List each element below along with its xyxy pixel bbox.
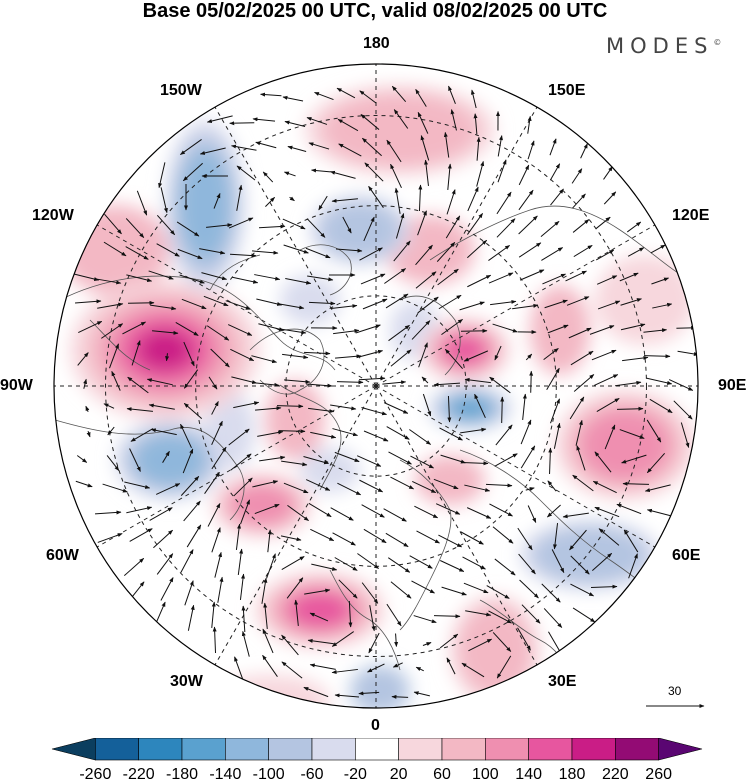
colorbar-label: 100 (472, 766, 499, 784)
anomaly-north-pacific-high (322, 93, 478, 167)
anomaly-patch (530, 285, 590, 375)
colorbar-label: -100 (253, 766, 285, 784)
colorbar-swatch (312, 738, 355, 760)
colorbar-label: -60 (300, 766, 323, 784)
lon-label-150w: 150W (160, 82, 202, 100)
colorbar-swatch (355, 738, 398, 760)
lon-label-90w: 90W (0, 377, 33, 395)
lon-label-60e: 60E (672, 547, 700, 565)
reference-arrow (644, 698, 714, 718)
reference-vector-label: 30 (668, 684, 681, 698)
colorbar (0, 738, 750, 766)
anomaly-alaska-gulf-low (179, 151, 230, 260)
lon-label-120w: 120W (32, 207, 74, 225)
anomaly-patch (595, 255, 695, 345)
colorbar-swatch (529, 738, 572, 760)
colorbar-swatch (139, 738, 182, 760)
anomaly-east-siberia-high (580, 410, 670, 480)
wind-vector (531, 371, 532, 393)
lon-label-30w: 30W (170, 673, 203, 691)
colorbar-swatch (615, 738, 658, 760)
wind-vector (502, 397, 503, 423)
anomaly-patch (280, 275, 340, 325)
colorbar-swatch (572, 738, 615, 760)
anomaly-patch (300, 448, 360, 492)
wind-vector (461, 331, 487, 332)
colorbar-label: 220 (602, 766, 629, 784)
anomaly-north-america-high (138, 330, 191, 369)
colorbar-swatch (659, 738, 702, 760)
wind-vector (279, 431, 305, 432)
colorbar-swatch (269, 738, 312, 760)
colorbar-swatch (485, 738, 528, 760)
anomaly-labrador-low (135, 434, 205, 485)
colorbar-label: -20 (344, 766, 367, 784)
colorbar-label: 180 (559, 766, 586, 784)
anomaly-taymyr-low (451, 398, 490, 418)
colorbar-label: 260 (645, 766, 672, 784)
polar-map (0, 0, 750, 735)
colorbar-swatch (442, 738, 485, 760)
lon-label-120e: 120E (672, 207, 709, 225)
reference-vector: 30 (668, 684, 681, 698)
colorbar-swatch (95, 738, 138, 760)
anomaly-patch (210, 675, 330, 725)
colorbar-label: 60 (433, 766, 451, 784)
lon-label-150e: 150E (548, 82, 585, 100)
colorbar-label: -220 (123, 766, 155, 784)
colorbar-swatch (52, 738, 95, 760)
colorbar-swatch (182, 738, 225, 760)
colorbar-label: 20 (390, 766, 408, 784)
colorbar-label: -140 (209, 766, 241, 784)
anomaly-mid-atlantic-high (290, 593, 350, 628)
colorbar-swatch (225, 738, 268, 760)
colorbar-label: 140 (515, 766, 542, 784)
colorbar-label: -180 (166, 766, 198, 784)
wind-vector (230, 123, 255, 124)
anomaly-kamchatka-low (319, 201, 401, 258)
colorbar-label: -260 (79, 766, 111, 784)
colorbar-swatch (399, 738, 442, 760)
lon-label-30e: 30E (548, 673, 576, 691)
anomaly-patch (265, 380, 325, 460)
lon-label-180: 180 (363, 35, 390, 53)
lon-label-60w: 60W (46, 547, 79, 565)
lon-label-0: 0 (371, 717, 380, 735)
wind-vector (392, 697, 408, 698)
lon-label-90e: 90E (718, 377, 746, 395)
